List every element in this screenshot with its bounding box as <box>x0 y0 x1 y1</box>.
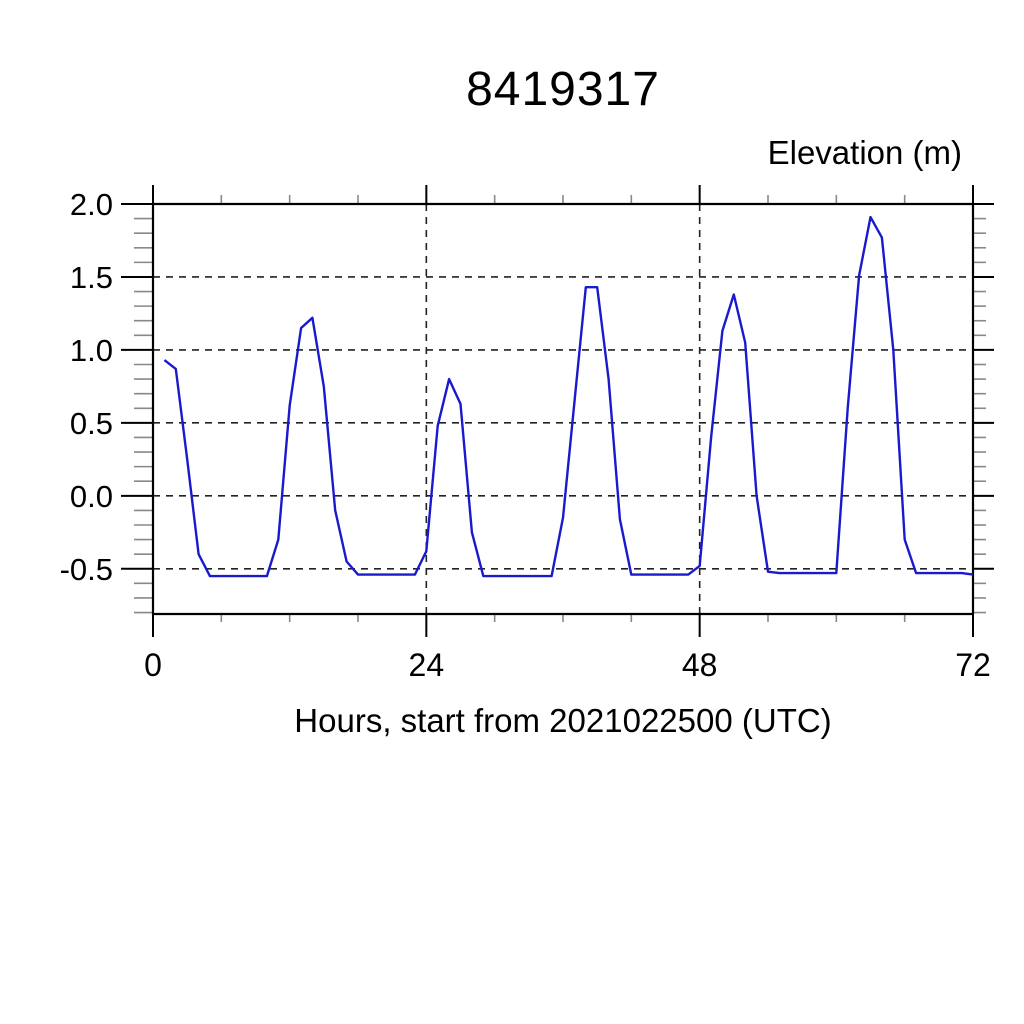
x-tick-label: 48 <box>682 647 718 683</box>
y-tick-label: 1.0 <box>70 333 113 368</box>
x-axis-title: Hours, start from 2021022500 (UTC) <box>294 702 832 739</box>
x-tick-label: 0 <box>144 647 162 683</box>
x-tick-label: 24 <box>409 647 445 683</box>
x-tick-label: 72 <box>955 647 991 683</box>
chart-title: 8419317 <box>466 63 660 116</box>
y-tick-label: 0.5 <box>70 406 113 441</box>
y-tick-label: 0.0 <box>70 479 113 514</box>
y-axis-title: Elevation (m) <box>767 134 962 171</box>
plot-frame <box>151 202 975 616</box>
y-tick-label: 1.5 <box>70 260 113 295</box>
elevation-line <box>163 215 974 578</box>
y-tick-label: -0.5 <box>60 552 113 587</box>
y-tick-label: 2.0 <box>70 187 113 222</box>
